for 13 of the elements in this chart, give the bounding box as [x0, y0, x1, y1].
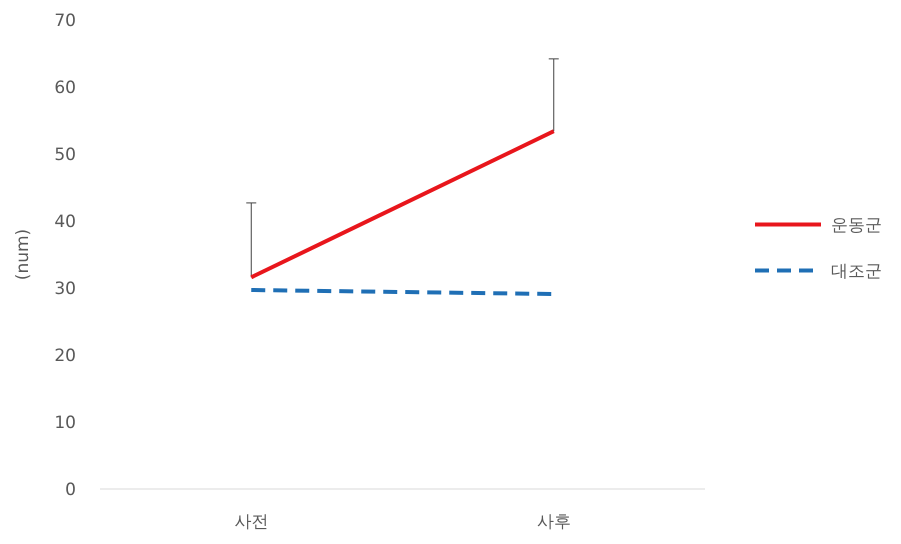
x-tick-label: 사후: [536, 512, 571, 532]
y-tick-label: 50: [54, 144, 76, 165]
y-tick-label: 60: [54, 78, 76, 98]
legend-label: 대조군: [831, 261, 882, 282]
y-tick-label: 30: [54, 278, 76, 299]
y-tick-label: 0: [65, 480, 76, 500]
y-tick-label: 40: [54, 212, 76, 232]
y-tick-label: 20: [54, 346, 76, 366]
x-tick-label: 사전: [234, 512, 268, 532]
legend-label: 운동군: [831, 215, 882, 236]
y-tick-label: 70: [54, 10, 76, 31]
y-axis-title: (num): [13, 228, 33, 280]
y-tick-label: 10: [54, 412, 76, 433]
